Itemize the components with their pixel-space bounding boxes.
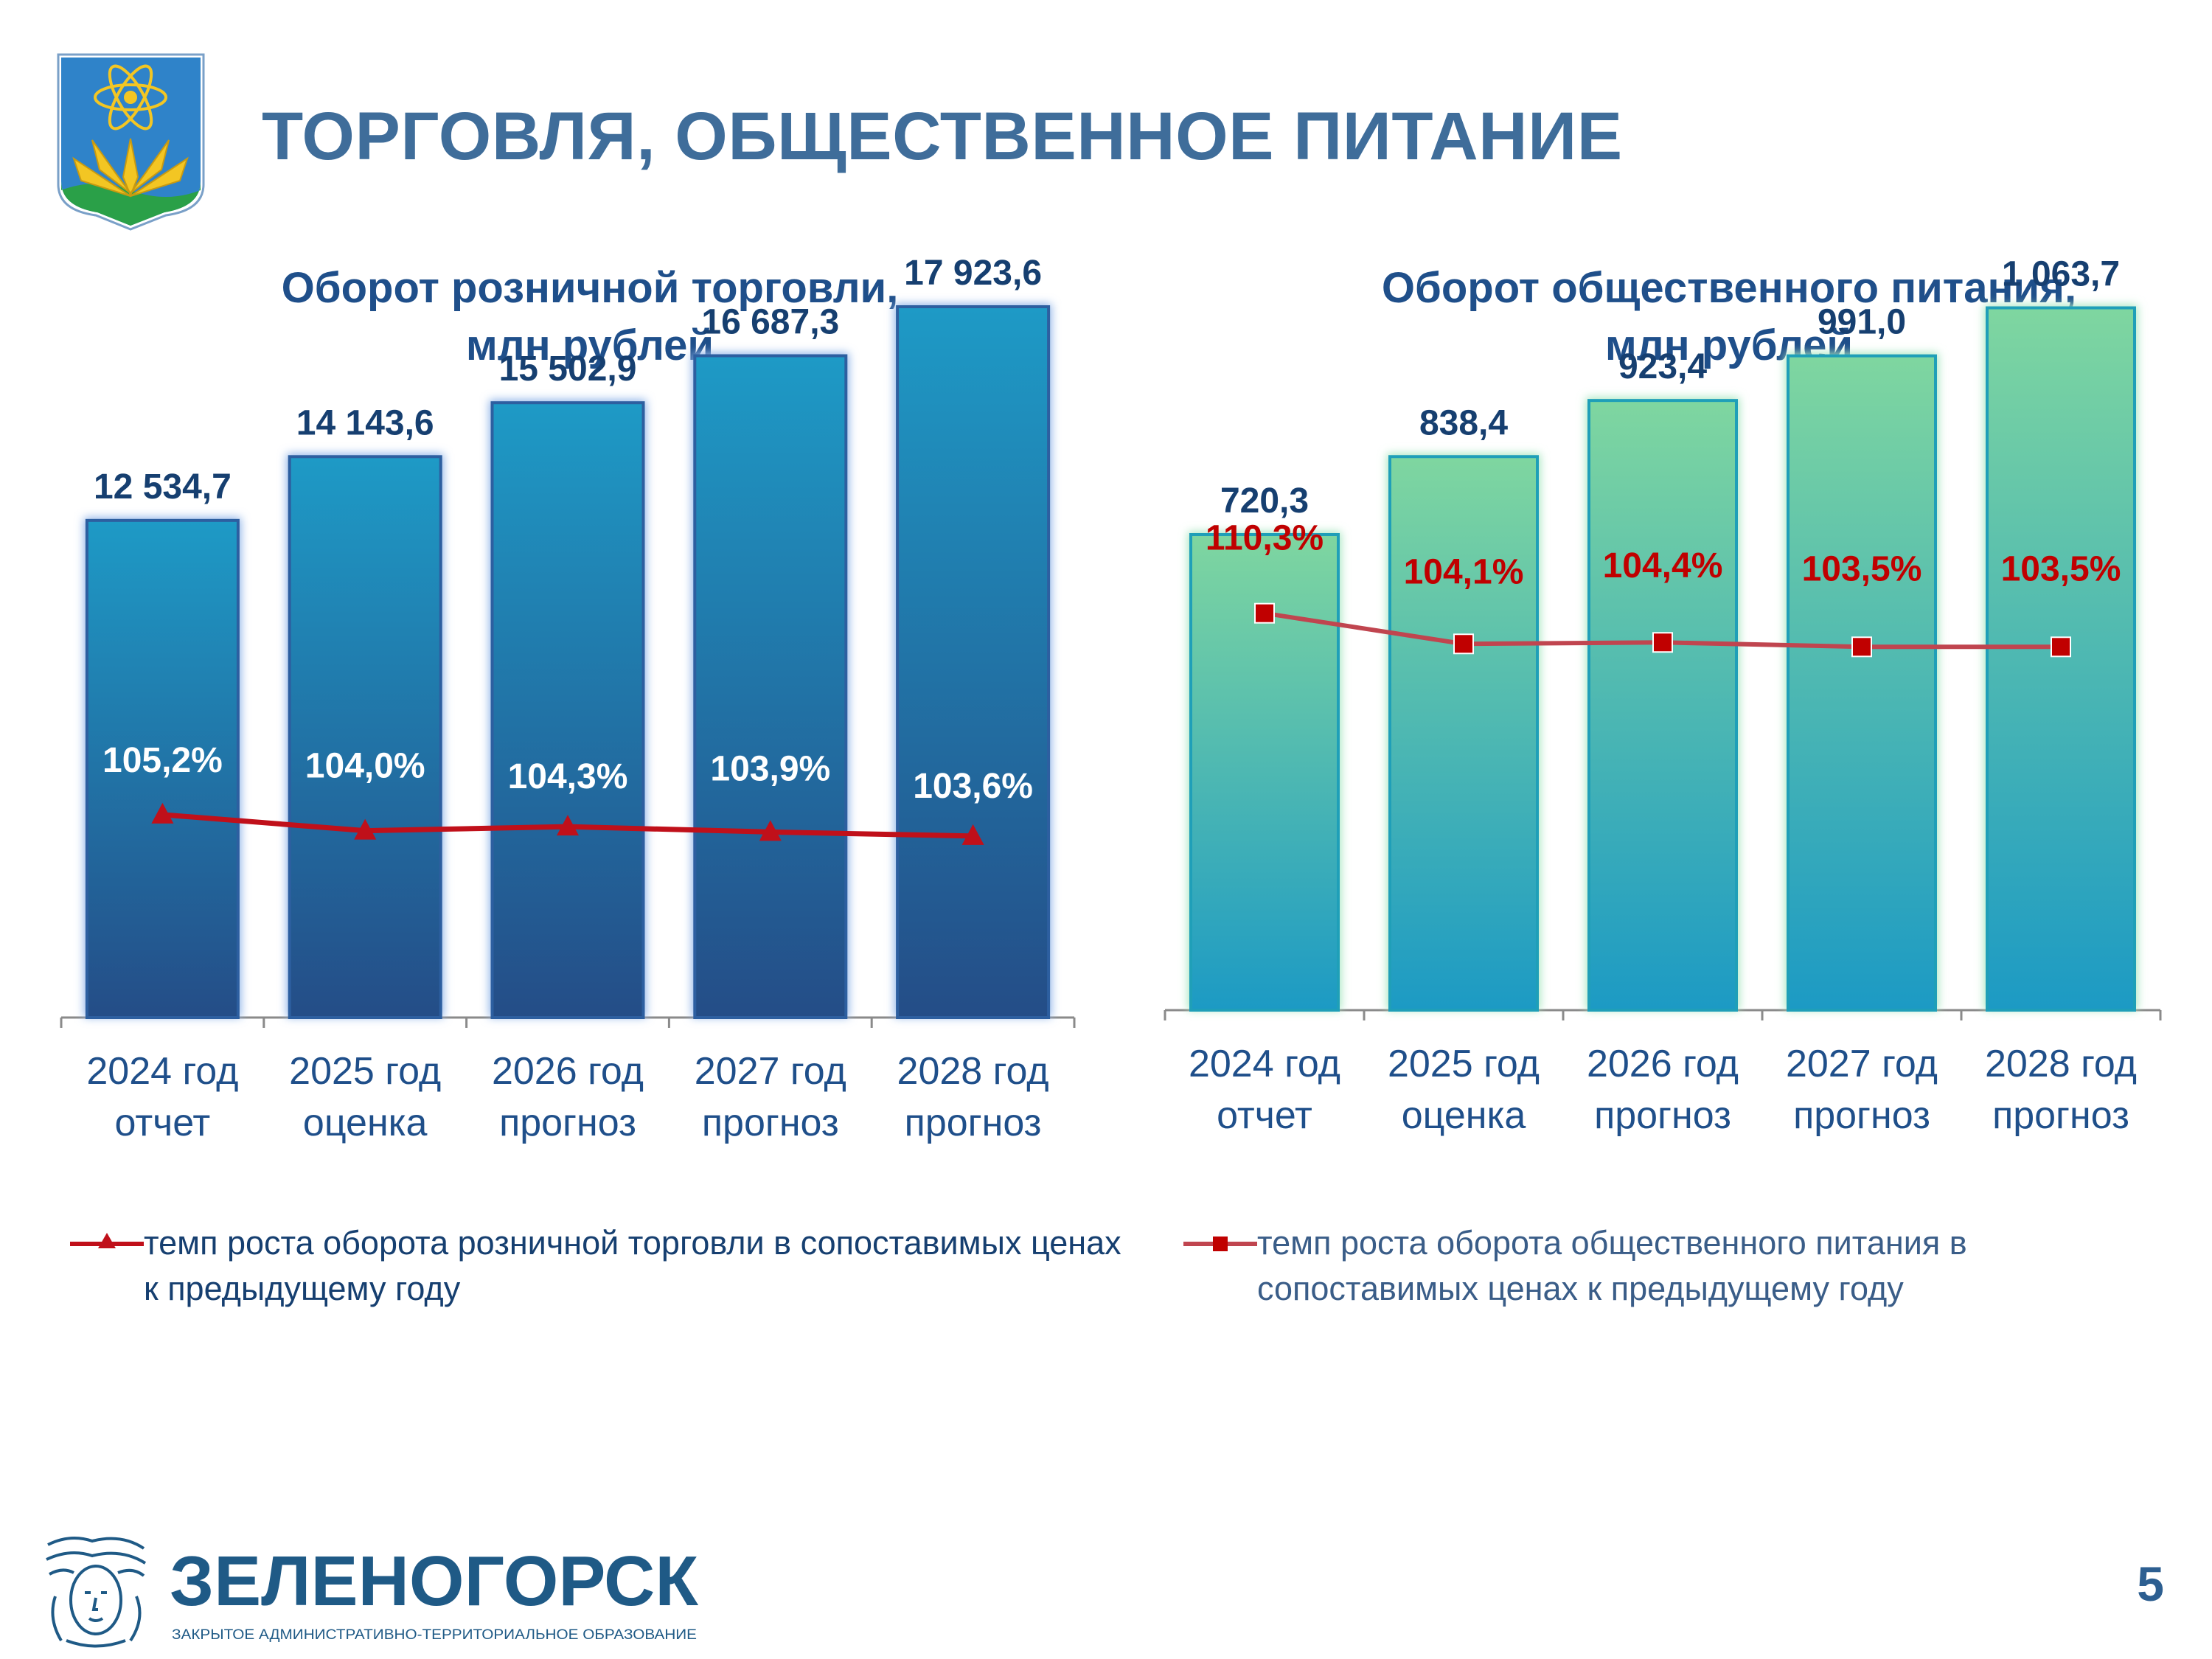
category-label: оценка — [1402, 1094, 1526, 1137]
growth-rate-label: 104,4% — [1603, 546, 1723, 585]
category-label: 2027 год — [695, 1050, 846, 1093]
bar — [1986, 306, 2136, 1012]
category-label: 2025 год — [1388, 1043, 1540, 1085]
bar — [693, 354, 848, 1020]
category-label: отчет — [115, 1102, 211, 1144]
category-label: прогноз — [1594, 1094, 1731, 1137]
category-label: 2024 год — [1189, 1043, 1340, 1085]
bar-value-label: 923,4 — [1618, 347, 1707, 386]
growth-rate-point — [1453, 633, 1474, 655]
bar-value-label: 14 143,6 — [296, 403, 434, 442]
bar-value-label: 16 687,3 — [701, 302, 839, 341]
category-label: 2026 год — [1587, 1043, 1739, 1085]
growth-rate-point — [1254, 602, 1275, 624]
chart-title-food-line1: Оборот общественного питания, — [1381, 264, 2077, 312]
growth-rate-label: 104,3% — [508, 757, 628, 796]
logo-subtitle: ЗАКРЫТОЕ АДМИНИСТРАТИВНО-ТЕРРИТОРИАЛЬНОЕ… — [172, 1627, 697, 1643]
logo-name: ЗЕЛЕНОГОРСК — [170, 1542, 698, 1621]
category-label: 2025 год — [289, 1050, 441, 1093]
bar-value-label: 838,4 — [1419, 403, 1508, 442]
retail-turnover-chart: 12 534,7 2024 год отчет 14 143,6 2025 год оце… — [60, 254, 1076, 1144]
chart-title-food: Оборот общественного питания, млн рублей — [1268, 260, 2190, 375]
category-label: оценка — [303, 1102, 428, 1144]
category-label: прогноз — [905, 1102, 1042, 1144]
category-label: прогноз — [1793, 1094, 1930, 1137]
legend-triangle-line-icon — [70, 1233, 144, 1248]
growth-rate-point — [354, 818, 377, 840]
bar — [1587, 399, 1738, 1012]
growth-rate-point — [759, 820, 782, 841]
category-label: 2026 год — [492, 1050, 644, 1093]
growth-rate-label: 110,3% — [1206, 519, 1324, 558]
bar-value-label: 15 502,9 — [499, 349, 637, 389]
chart-title-retail-line2: млн рублей — [465, 321, 714, 369]
growth-rate-label: 105,2% — [102, 741, 223, 780]
legend-retail-label: темп роста оборота розничной торговли в … — [144, 1224, 1121, 1307]
category-label: 2028 год — [1985, 1043, 2137, 1085]
coat-of-arms-emblem — [57, 53, 205, 231]
category-label: 2024 год — [86, 1050, 238, 1093]
growth-rate-label: 104,0% — [305, 747, 425, 786]
bar — [490, 401, 645, 1019]
bar — [288, 455, 442, 1020]
legend-food-label: темп роста оборота общественного питания… — [1257, 1224, 1967, 1307]
logo-face-emblem — [46, 1537, 147, 1648]
growth-rate-point — [151, 802, 174, 824]
category-label: 2028 год — [897, 1050, 1049, 1093]
legend-square-line-icon — [1183, 1237, 1257, 1251]
growth-rate-label: 103,5% — [1802, 549, 1922, 588]
category-label: 2027 год — [1786, 1043, 1938, 1085]
category-label: прогноз — [1992, 1094, 2129, 1137]
bar — [1388, 455, 1539, 1012]
bar-value-label: 12 534,7 — [94, 467, 232, 507]
growth-rate-label: 103,5% — [2001, 549, 2121, 588]
category-label: прогноз — [702, 1102, 839, 1144]
category-label: прогноз — [499, 1102, 636, 1144]
growth-rate-point — [961, 824, 984, 845]
bar-value-label: 1 063,7 — [2002, 255, 2120, 294]
legend-retail: темп роста оборота розничной торговли в … — [70, 1220, 1124, 1324]
legend-food: темп роста оборота общественного питания… — [1183, 1220, 2164, 1324]
page-number: 5 — [2137, 1557, 2164, 1611]
slide-title: ТОРГОВЛЯ, ОБЩЕСТВЕННОЕ ПИТАНИЕ — [262, 99, 1623, 174]
catering-turnover-chart: 720,3 2024 год отчет 838,4 2025 год оценка 923… — [1164, 255, 2162, 1137]
zelenogorsk-logo: ЗЕЛЕНОГОРСК ЗАКРЫТОЕ АДМИНИСТРАТИВНО-ТЕР… — [46, 1537, 698, 1648]
bar-value-label: 720,3 — [1220, 481, 1309, 521]
chart-title-retail-line1: Оборот розничной торговли, — [281, 264, 899, 312]
bar — [85, 518, 240, 1019]
growth-rate-point — [1652, 632, 1673, 653]
growth-rate-point — [557, 815, 579, 836]
bar — [896, 305, 1051, 1019]
growth-rate-point — [1851, 636, 1872, 658]
chart-title-retail: Оборот розничной торговли, млн рублей — [147, 260, 1032, 375]
growth-rate-point — [2051, 636, 2071, 658]
category-label: отчет — [1217, 1094, 1312, 1137]
bar-value-label: 17 923,6 — [904, 254, 1042, 293]
growth-rate-label: 104,1% — [1404, 552, 1524, 591]
growth-rate-label: 103,9% — [710, 749, 830, 788]
bar-value-label: 991,0 — [1818, 303, 1906, 342]
bar — [1787, 354, 1937, 1012]
growth-rate-label: 103,6% — [913, 767, 1033, 806]
